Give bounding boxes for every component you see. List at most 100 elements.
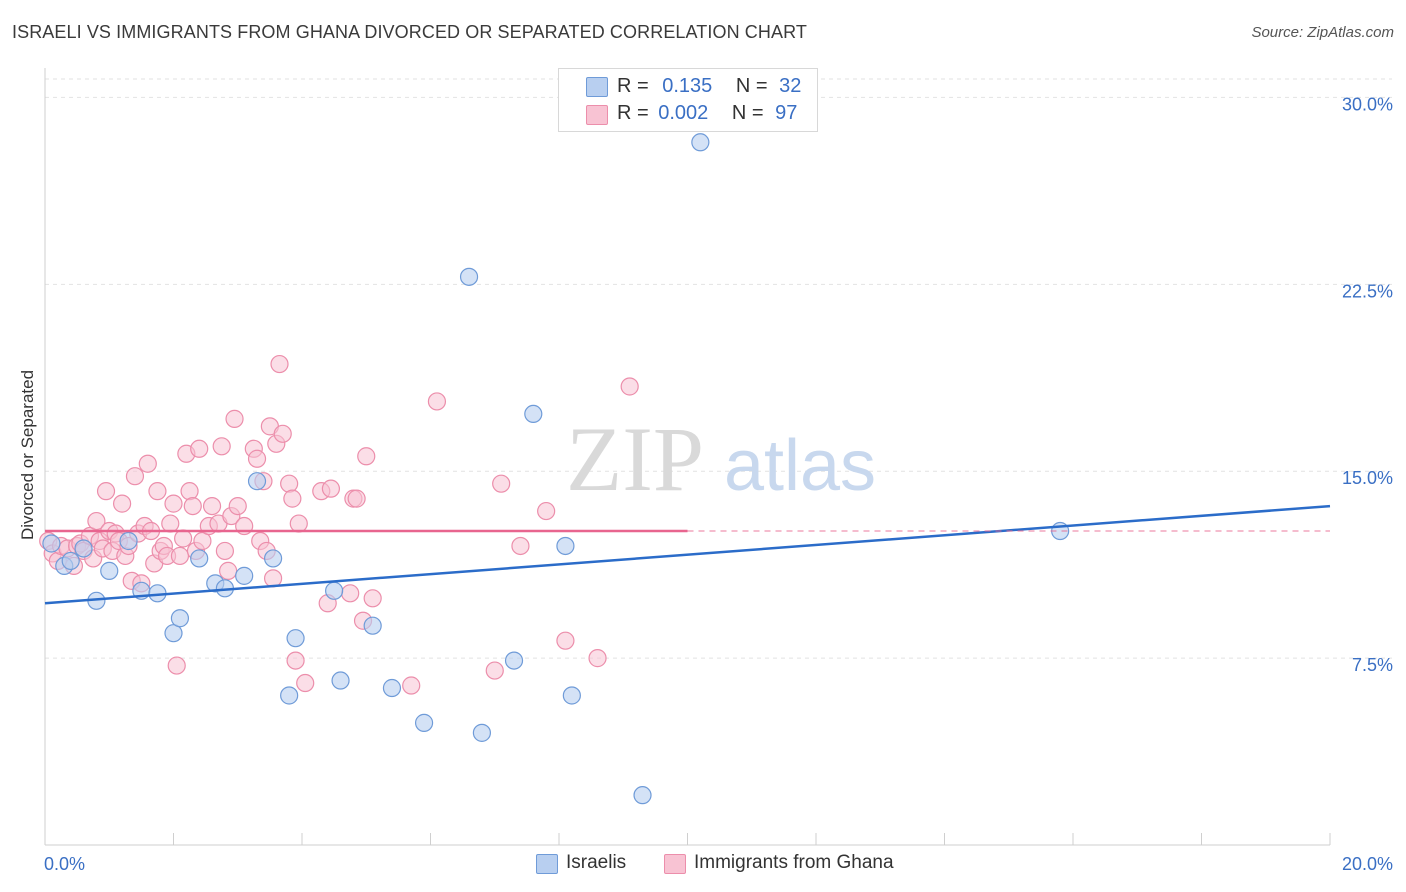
legend-n-value: 32: [779, 75, 802, 97]
ghana-point: [202, 497, 222, 516]
legend-n-label: N =: [731, 102, 764, 124]
israelis-point: [170, 609, 190, 628]
legend-swatch-ghana: [586, 105, 608, 125]
correlation-legend: R = 0.135 N = 32 R = 0.002 N = 97: [558, 68, 818, 132]
israelis-points: [42, 133, 1070, 805]
ghana-point: [247, 449, 267, 468]
bottom-legend-ghana: Immigrants from Ghana: [664, 852, 894, 874]
israelis-point: [472, 723, 491, 742]
ghana-point: [357, 447, 376, 466]
ghana-point: [125, 467, 145, 486]
bottom-legend-swatch-israelis: [536, 854, 558, 874]
watermark: ZIP atlas: [566, 408, 876, 510]
ghana-point: [588, 649, 607, 668]
y-axis-label: Divorced or Separated: [18, 369, 37, 541]
ghana-point: [212, 437, 231, 456]
ghana-point: [193, 531, 212, 551]
trend-lines: [44, 504, 1331, 605]
ghana-point: [190, 439, 209, 458]
watermark-zip: ZIP: [566, 408, 704, 510]
israelis-point: [190, 549, 209, 568]
bottom-legend-label-ghana: Immigrants from Ghana: [694, 852, 894, 873]
ghana-point: [148, 482, 167, 501]
ghana-point: [112, 494, 132, 513]
ghana-point: [556, 631, 575, 650]
ghana-point: [183, 497, 202, 516]
legend-r-label: R =: [617, 75, 649, 97]
israelis-point: [524, 404, 543, 423]
ghana-point: [164, 494, 183, 513]
israelis-point: [74, 539, 93, 558]
ghana-point: [321, 479, 341, 498]
legend-swatch-israelis: [586, 77, 608, 97]
ghana-point: [167, 656, 186, 675]
axis-layer: 7.5% 15.0% 22.5% 30.0% 0.0% 20.0%: [44, 68, 1393, 874]
ghana-point: [402, 676, 421, 695]
israelis-point: [556, 536, 575, 556]
legend-n-label: N =: [735, 75, 768, 97]
ghana-point: [283, 489, 302, 508]
ghana-point: [537, 501, 556, 521]
ghana-point: [341, 584, 360, 603]
y-tick-label: 7.5%: [1352, 655, 1393, 675]
ghana-point: [96, 482, 116, 501]
israelis-point: [382, 678, 402, 698]
ghana-point: [286, 651, 305, 670]
legend-row-israelis: R = 0.135 N = 32: [617, 75, 801, 98]
legend-n-value: 97: [775, 102, 798, 124]
israelis-point: [691, 133, 710, 152]
y-tick-label: 15.0%: [1342, 468, 1393, 488]
israelis-point: [247, 472, 267, 491]
ghana-point: [485, 661, 504, 680]
ghana-point: [273, 424, 292, 443]
ghana-point: [511, 536, 530, 556]
ghana-point: [363, 589, 382, 608]
ghana-point: [228, 497, 247, 516]
israelis-point: [263, 549, 283, 568]
legend-r-value: 0.135: [662, 75, 713, 97]
bottom-legend-israelis: Israelis: [536, 852, 626, 874]
ghana-point: [215, 541, 234, 561]
israelis-point: [504, 651, 524, 670]
israelis-point: [331, 671, 350, 690]
israelis-point: [562, 686, 581, 705]
y-tick-label: 30.0%: [1342, 94, 1393, 114]
israelis-point: [459, 267, 479, 286]
ghana-point: [263, 569, 283, 588]
legend-r-value: 0.002: [658, 102, 709, 124]
israelis-point: [286, 629, 305, 648]
israelis-point: [100, 561, 119, 580]
legend-row-ghana: R = 0.002 N = 97: [617, 102, 797, 125]
ghana-point: [225, 409, 244, 428]
chart-title: ISRAELI VS IMMIGRANTS FROM GHANA DIVORCE…: [12, 22, 807, 42]
ghana-point: [427, 392, 447, 411]
israelis-point: [633, 786, 652, 805]
ghana-point: [87, 511, 106, 531]
ghana-point: [170, 546, 190, 566]
y-tick-label: 22.5%: [1342, 281, 1393, 301]
bottom-legend-swatch-ghana: [664, 854, 686, 874]
ghana-point: [620, 377, 639, 396]
israelis-point: [280, 686, 299, 705]
ghana-point: [174, 529, 193, 548]
israelis-point: [363, 616, 382, 635]
israelis-point: [164, 624, 183, 643]
ghana-point: [138, 454, 157, 473]
israelis-trend-line: [44, 504, 1331, 605]
ghana-point: [347, 489, 366, 508]
ghana-point: [289, 514, 308, 533]
ghana-point: [280, 474, 299, 493]
israelis-point: [42, 534, 61, 553]
ghana-point: [219, 561, 238, 580]
x-tick-label: 0.0%: [44, 854, 85, 874]
ghana-point: [180, 482, 199, 501]
ghana-point: [161, 514, 180, 533]
israelis-point: [414, 713, 434, 732]
ghana-point: [296, 673, 315, 693]
ghana-point: [492, 474, 511, 493]
israelis-point: [119, 531, 138, 551]
chart-source: Source: ZipAtlas.com: [1251, 24, 1394, 41]
ghana-point: [270, 354, 289, 374]
israelis-point: [235, 566, 254, 585]
